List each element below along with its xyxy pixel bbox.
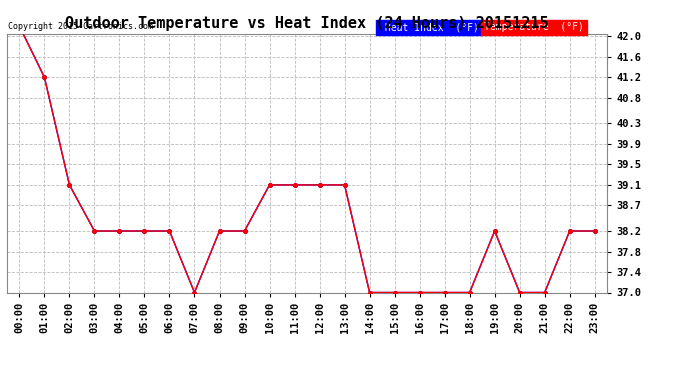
- Title: Outdoor Temperature vs Heat Index (24 Hours) 20151215: Outdoor Temperature vs Heat Index (24 Ho…: [66, 16, 549, 31]
- Text: Heat Index  (°F): Heat Index (°F): [379, 22, 479, 33]
- Text: Temperature  (°F): Temperature (°F): [484, 22, 584, 33]
- Text: Copyright 2015 Cartronics.com: Copyright 2015 Cartronics.com: [8, 22, 153, 31]
